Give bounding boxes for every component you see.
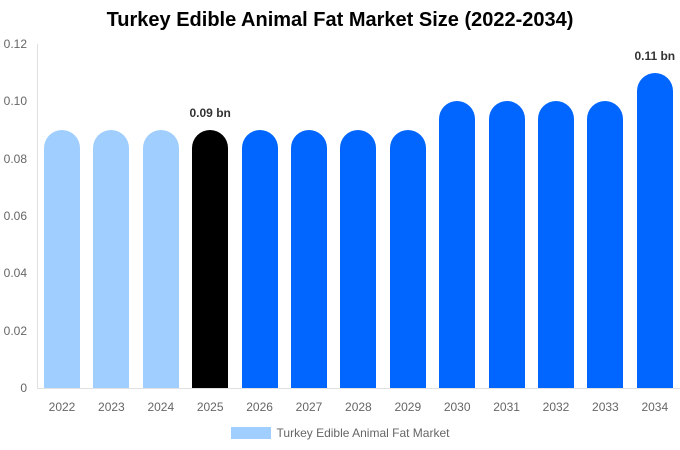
bar-2028[interactable] — [340, 130, 377, 388]
x-tick-label: 2029 — [394, 400, 422, 414]
chart-title: Turkey Edible Animal Fat Market Size (20… — [106, 9, 574, 31]
y-tick-label: 0.06 — [3, 209, 27, 223]
data-label: 0.11 bn — [634, 48, 676, 63]
x-tick-label: 2030 — [443, 400, 471, 414]
x-tick-label: 2022 — [48, 400, 76, 414]
y-tick-label: 0 — [20, 381, 27, 395]
bar-2026[interactable] — [241, 130, 278, 388]
x-tick-label: 2034 — [641, 400, 669, 414]
y-tick-label: 0.04 — [3, 266, 27, 281]
bar-2034[interactable] — [636, 72, 673, 388]
x-tick-label: 2023 — [98, 400, 125, 414]
x-tick-label: 2031 — [493, 400, 520, 414]
y-tick-label: 0.12 — [3, 37, 27, 51]
y-tick-label: 0.08 — [3, 151, 27, 166]
x-tick-label: 2028 — [345, 400, 372, 414]
bar-2024[interactable] — [142, 130, 179, 388]
bar-2025[interactable] — [192, 130, 229, 388]
legend-swatch — [230, 427, 271, 439]
bar-2030[interactable] — [439, 101, 476, 388]
bar-2022[interactable] — [44, 130, 80, 388]
x-tick-label: 2033 — [592, 400, 619, 414]
y-axis-line — [37, 44, 38, 389]
y-tick-label: 0.02 — [3, 323, 27, 338]
x-tick-label: 2025 — [196, 400, 224, 414]
x-tick-label: 2024 — [147, 400, 175, 414]
legend[interactable]: Turkey Edible Animal Fat Market — [0, 426, 680, 440]
bar-2029[interactable] — [389, 130, 426, 388]
bar-2033[interactable] — [587, 101, 624, 388]
bar-2031[interactable] — [488, 101, 525, 388]
bar-2032[interactable] — [538, 101, 574, 388]
x-tick-label: 2027 — [295, 400, 323, 414]
data-label: 0.09 bn — [189, 106, 231, 120]
bar-2023[interactable] — [93, 130, 130, 388]
x-axis-line — [37, 388, 680, 389]
x-tick-label: 2026 — [246, 400, 273, 414]
bar-2027[interactable] — [291, 130, 327, 388]
legend-label: Turkey Edible Animal Fat Market — [276, 426, 450, 440]
x-tick-label: 2032 — [542, 400, 570, 414]
y-tick-label: 0.10 — [3, 94, 27, 109]
